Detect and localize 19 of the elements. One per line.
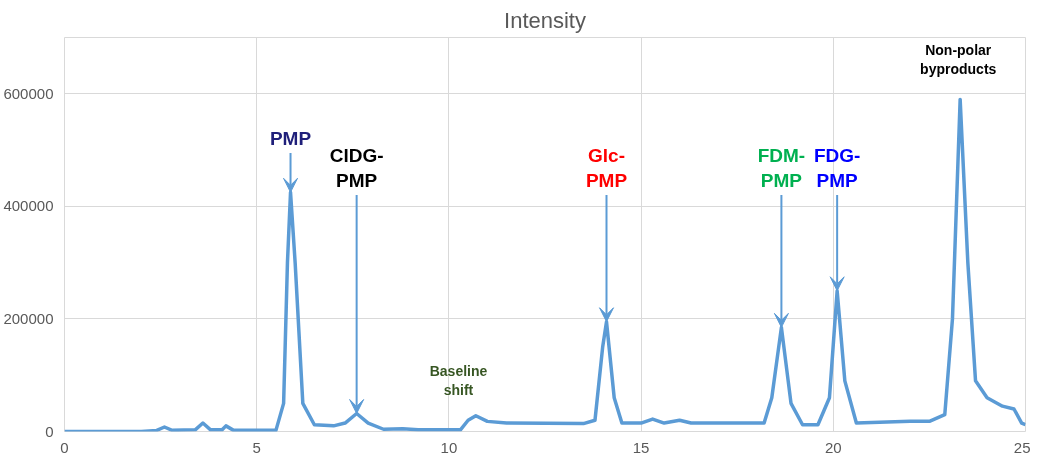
annotation: Glc- PMP (585, 144, 628, 192)
y-tick-label: 200000 (3, 309, 54, 327)
x-tick-label: 25 (1013, 438, 1031, 456)
line-series (64, 97, 1026, 432)
y-tick-label: 600000 (3, 84, 54, 102)
annotation: FDG- PMP (813, 144, 861, 192)
x-tick-label: 15 (632, 438, 650, 456)
annotation: Baseline shift (429, 362, 488, 399)
x-tick-label: 5 (252, 438, 261, 456)
chart-title: Intensity (504, 7, 586, 33)
annotation: FDM- PMP (757, 144, 806, 192)
annotation: Non-polar byproducts (920, 41, 997, 77)
y-tick-label: 0 (45, 422, 54, 440)
x-tick-label: 20 (824, 438, 842, 456)
annotation: ClDG- PMP (329, 144, 384, 192)
annotation: PMP (269, 127, 312, 149)
y-tick-label: 400000 (3, 197, 54, 215)
x-tick-label: 0 (60, 438, 69, 456)
x-tick-label: 10 (440, 438, 458, 456)
